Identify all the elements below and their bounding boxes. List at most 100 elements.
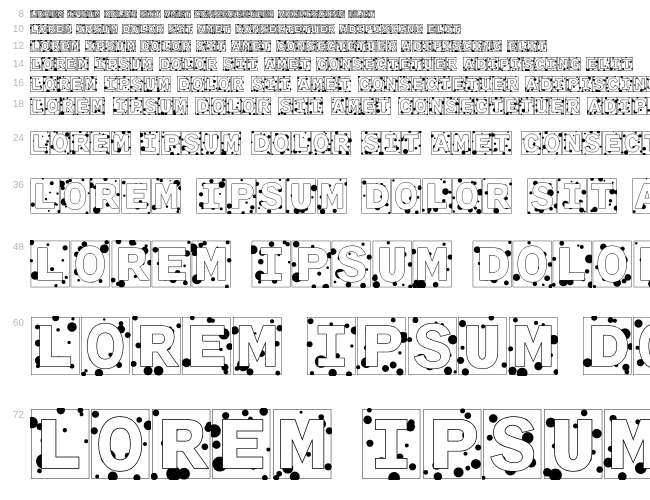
glyph (214, 10, 221, 18)
glyph (276, 57, 288, 71)
glyph (482, 40, 492, 52)
size-label: 18 (0, 97, 30, 110)
glyph (407, 316, 457, 376)
glyph (582, 131, 602, 155)
glyph (580, 97, 587, 115)
glyph (376, 97, 391, 115)
glyph (361, 97, 376, 115)
glyph (161, 131, 181, 155)
glyph (358, 76, 371, 92)
glyph (70, 240, 110, 288)
glyph (30, 178, 60, 214)
glyph (110, 24, 118, 34)
waterfall-row-24: 24 (0, 131, 650, 155)
glyph (207, 10, 214, 18)
glyph (603, 408, 650, 480)
glyph (232, 316, 282, 376)
glyph (299, 57, 311, 71)
glyph (256, 178, 286, 214)
glyph (352, 131, 362, 155)
glyph (328, 57, 340, 71)
glyph (95, 40, 105, 52)
glyph (214, 24, 222, 34)
sample-text-strip (30, 240, 650, 288)
glyph (131, 316, 181, 376)
glyph (206, 40, 216, 52)
glyph (204, 76, 217, 92)
glyph (43, 76, 56, 92)
glyph (147, 10, 154, 18)
glyph (181, 178, 195, 214)
glyph (293, 97, 308, 115)
glyph (521, 131, 541, 155)
glyph (517, 40, 527, 52)
glyph (371, 76, 384, 92)
glyph (617, 178, 631, 214)
glyph (422, 408, 482, 480)
glyph (264, 76, 277, 92)
glyph (361, 178, 391, 214)
glyph (527, 178, 557, 214)
glyph (519, 97, 534, 115)
glyph (194, 10, 201, 18)
glyph (431, 131, 451, 155)
glyph (241, 97, 256, 115)
glyph (463, 57, 475, 71)
glyph (157, 76, 170, 92)
glyph (311, 131, 331, 155)
glyph (251, 24, 259, 34)
glyph (278, 10, 285, 18)
glyph (217, 76, 230, 92)
glyph (37, 10, 44, 18)
glyph (76, 24, 84, 34)
glyph (284, 10, 291, 18)
glyph (372, 240, 412, 288)
glyph (55, 24, 63, 34)
glyph (633, 76, 646, 92)
glyph (278, 97, 293, 115)
waterfall-row-60: 60 (0, 316, 650, 376)
size-label: 14 (0, 57, 30, 70)
glyph (181, 316, 231, 376)
glyph (291, 240, 331, 288)
waterfall-row-10: 10 (0, 22, 650, 35)
sample-text-strip (30, 97, 650, 115)
glyph (243, 24, 251, 34)
glyph (352, 57, 364, 71)
glyph (140, 40, 150, 52)
glyph (171, 40, 181, 52)
glyph (30, 10, 37, 18)
glyph (586, 57, 598, 71)
glyph (411, 76, 424, 92)
waterfall-row-16: 16 (0, 76, 650, 92)
glyph (43, 10, 50, 18)
glyph (128, 97, 143, 115)
glyph (124, 10, 131, 18)
glyph (117, 10, 124, 18)
glyph (646, 76, 650, 92)
glyph (391, 178, 421, 214)
glyph (90, 131, 110, 155)
glyph (452, 178, 482, 214)
glyph (151, 240, 191, 288)
glyph (557, 178, 587, 214)
glyph (642, 131, 650, 155)
glyph (331, 97, 346, 115)
glyph (527, 40, 537, 52)
glyph (632, 316, 650, 376)
glyph (176, 24, 184, 34)
glyph (482, 408, 542, 480)
glyph (534, 57, 546, 71)
glyph (632, 97, 647, 115)
glyph (30, 97, 45, 115)
glyph (474, 97, 489, 115)
glyph (422, 178, 452, 214)
waterfall-row-14: 14 (0, 57, 650, 71)
glyph (331, 240, 371, 288)
glyph (606, 76, 619, 92)
glyph (90, 97, 105, 115)
glyph (306, 40, 316, 52)
glyph (47, 24, 55, 34)
glyph (121, 178, 151, 214)
glyph (40, 40, 50, 52)
